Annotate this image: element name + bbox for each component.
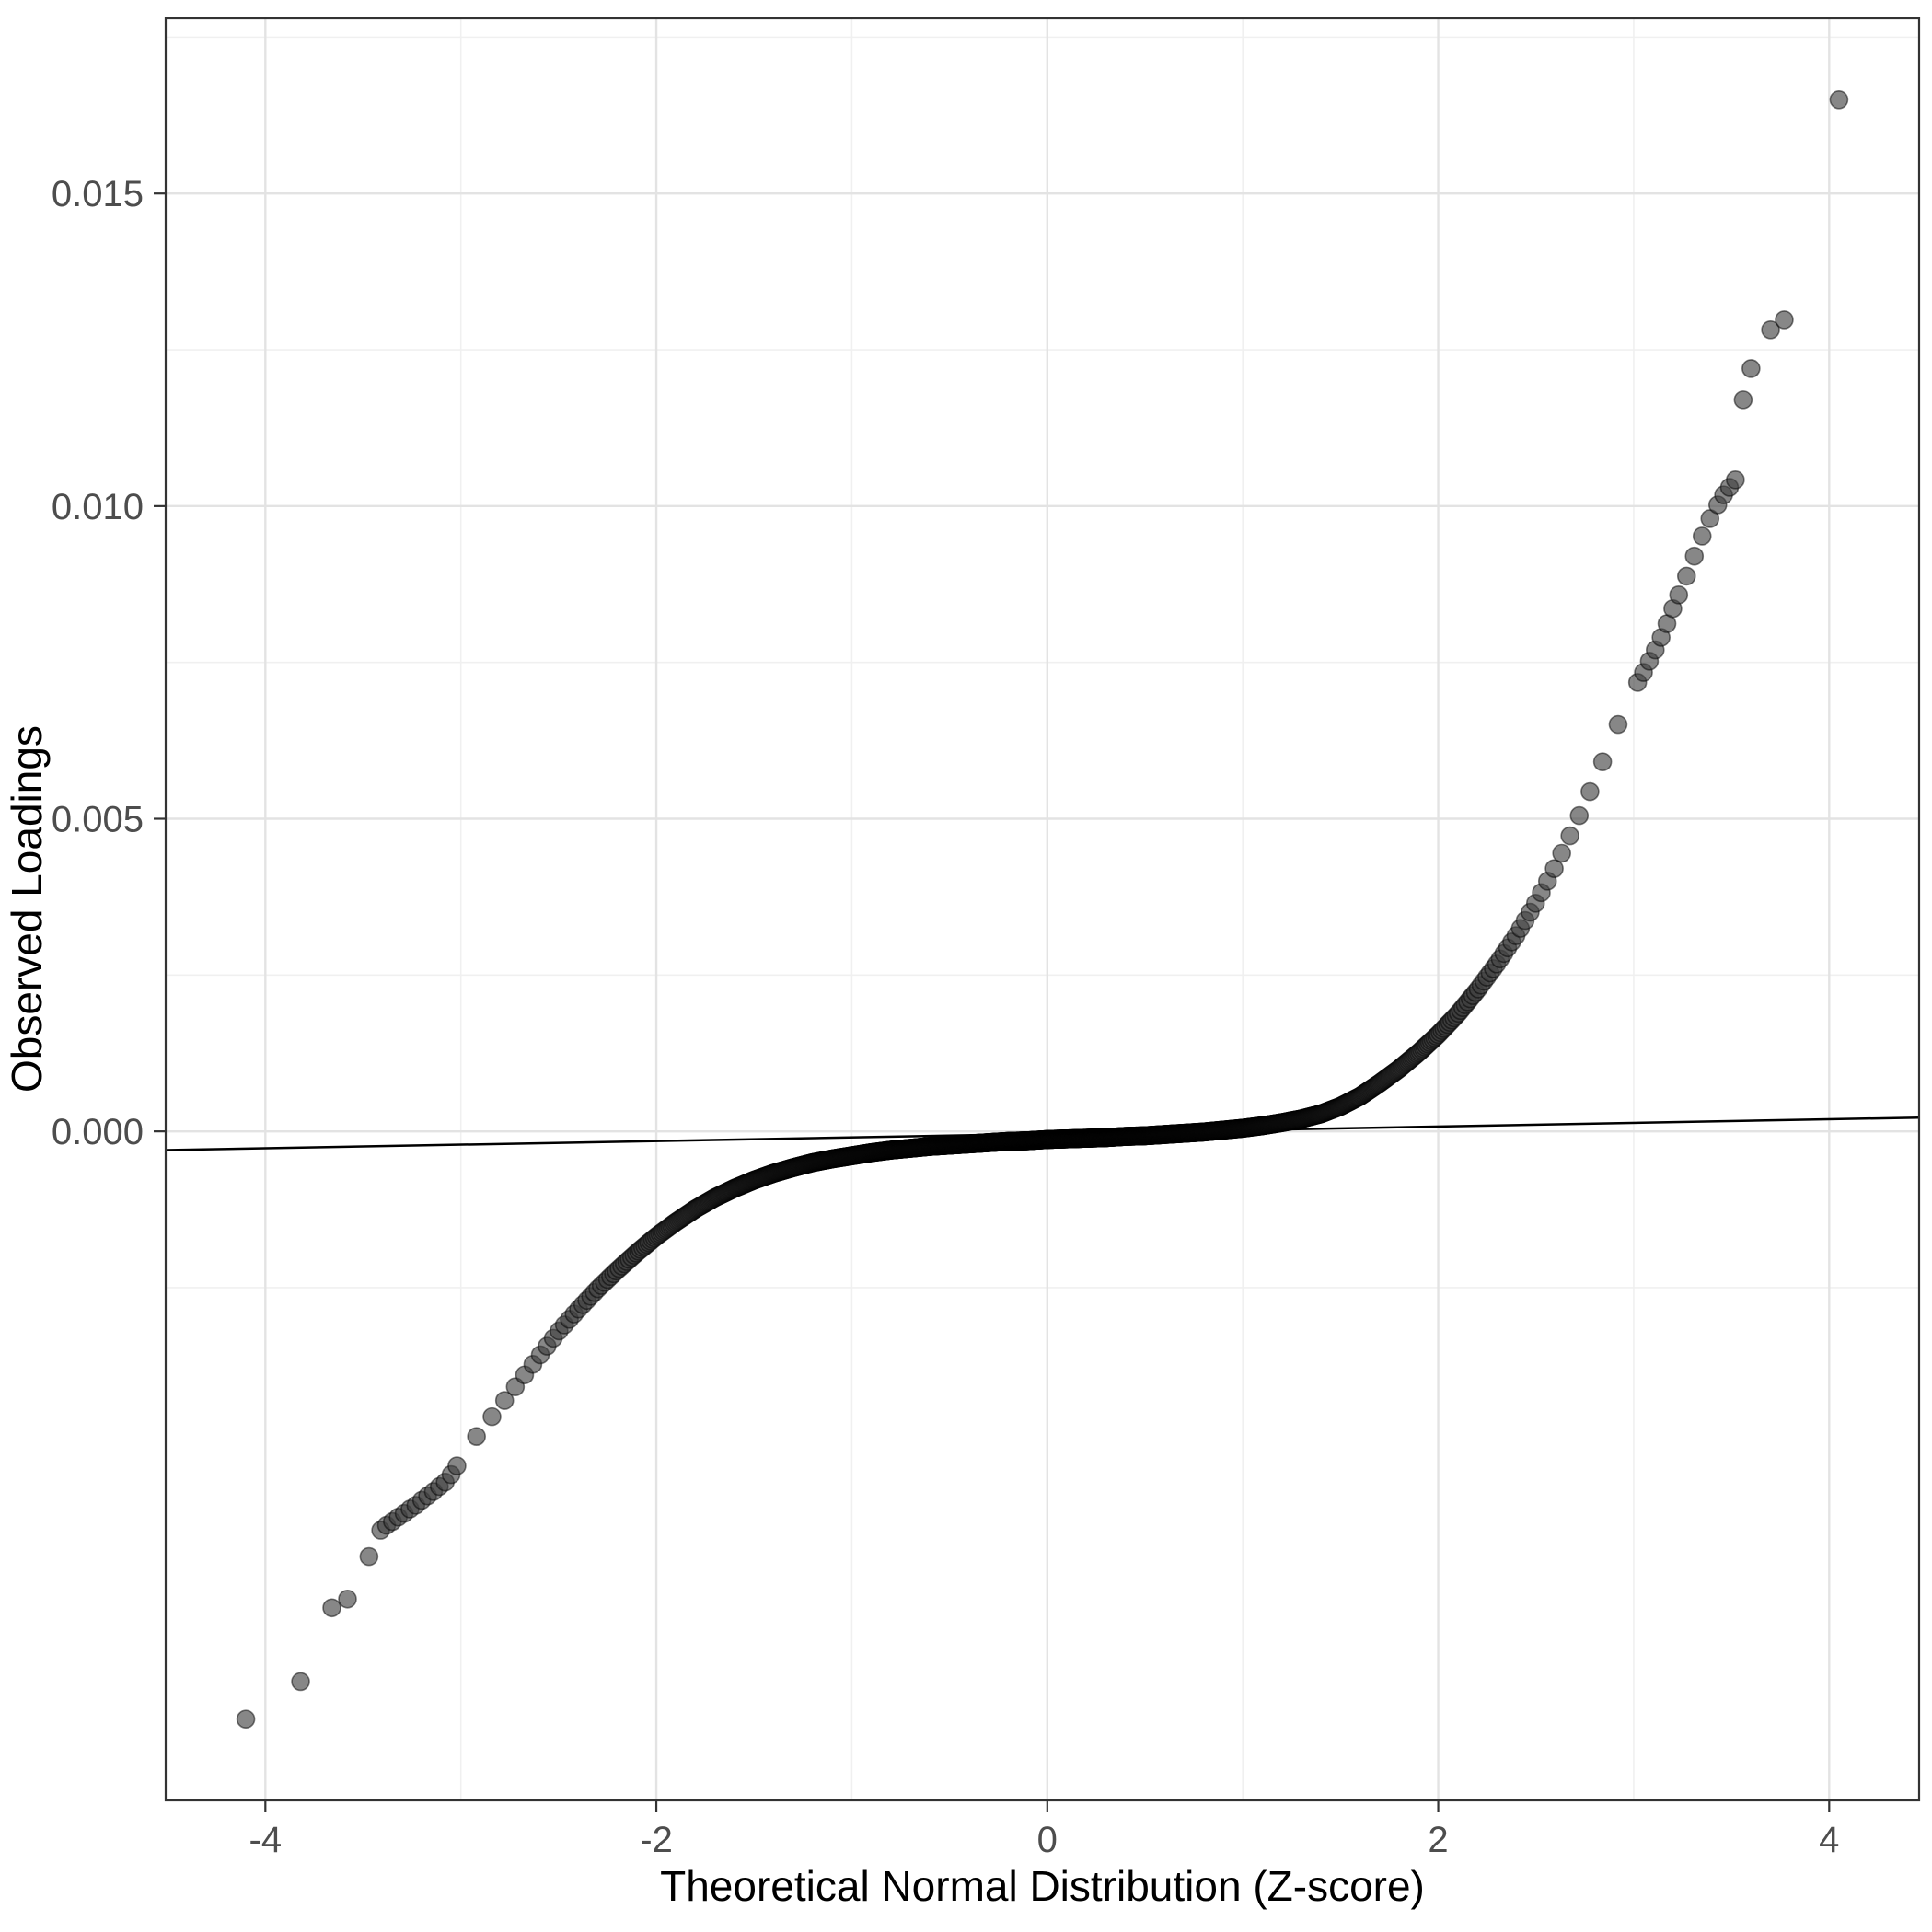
tail-points [236,90,1849,1729]
grid-minor [166,18,1919,1800]
x-tick-label: 0 [1037,1820,1058,1860]
x-tick-label: -2 [640,1820,673,1860]
y-tick-label: 0.005 [52,800,144,840]
y-axis-title: Observed Loadings [3,725,51,1093]
y-tick-label: 0.000 [52,1112,144,1152]
x-tick-labels: -4 -2 0 2 4 [249,1820,1840,1860]
scatter-points [467,714,1628,1446]
axis-ticks [154,192,1831,1812]
x-tick-label: 2 [1428,1820,1448,1860]
x-axis-title: Theoretical Normal Distribution (Z-score… [660,1862,1425,1910]
y-tick-label: 0.010 [52,487,144,527]
x-tick-label: -4 [249,1820,283,1860]
x-tick-label: 4 [1819,1820,1839,1860]
panel-background [166,18,1919,1800]
panel-border [164,17,1921,1802]
y-tick-labels: 0.000 0.005 0.010 0.015 [52,174,144,1152]
y-tick-label: 0.015 [52,174,144,214]
grid-major [166,18,1919,1800]
